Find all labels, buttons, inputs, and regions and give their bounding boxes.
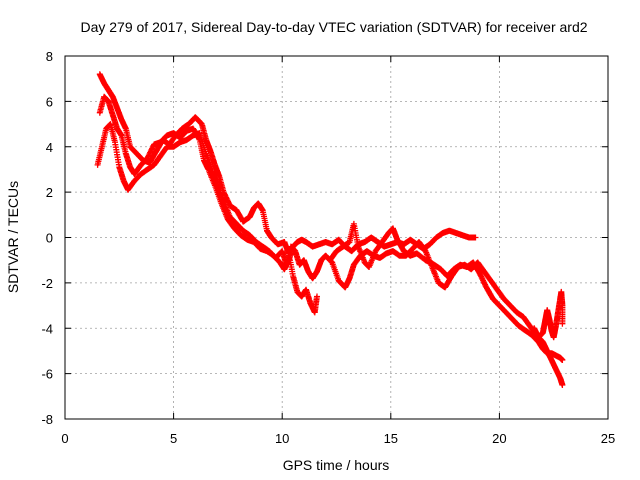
series-track-e [531, 288, 566, 341]
y-tick-label: -4 [41, 321, 53, 336]
series-track-a [96, 71, 320, 316]
y-tick-label: -2 [41, 276, 53, 291]
y-tick-label: -8 [41, 412, 53, 427]
y-tick-label: 0 [46, 231, 53, 246]
x-axis-label: GPS time / hours [283, 457, 390, 473]
x-tick-label: 5 [170, 431, 177, 446]
y-tick-label: 6 [46, 94, 53, 109]
x-tick-label: 0 [61, 431, 68, 446]
y-axis: -8 -6 -4 -2 0 2 4 6 8 [41, 49, 608, 427]
gridlines [65, 56, 608, 419]
series-track-c [96, 93, 479, 273]
series-track-d [327, 220, 566, 363]
x-axis: 0 5 10 15 20 25 [61, 56, 615, 446]
y-tick-label: -6 [41, 367, 53, 382]
y-axis-label: SDTVAR / TECUs [5, 181, 21, 293]
y-tick-label: 8 [46, 49, 53, 64]
y-tick-label: 2 [46, 185, 53, 200]
data-points [94, 71, 566, 388]
chart-title: Day 279 of 2017, Sidereal Day-to-day VTE… [80, 19, 587, 35]
x-tick-label: 15 [384, 431, 398, 446]
x-tick-label: 25 [601, 431, 615, 446]
x-tick-label: 10 [275, 431, 289, 446]
series-track-b [94, 121, 566, 388]
y-tick-label: 4 [46, 140, 53, 155]
x-tick-label: 20 [492, 431, 506, 446]
